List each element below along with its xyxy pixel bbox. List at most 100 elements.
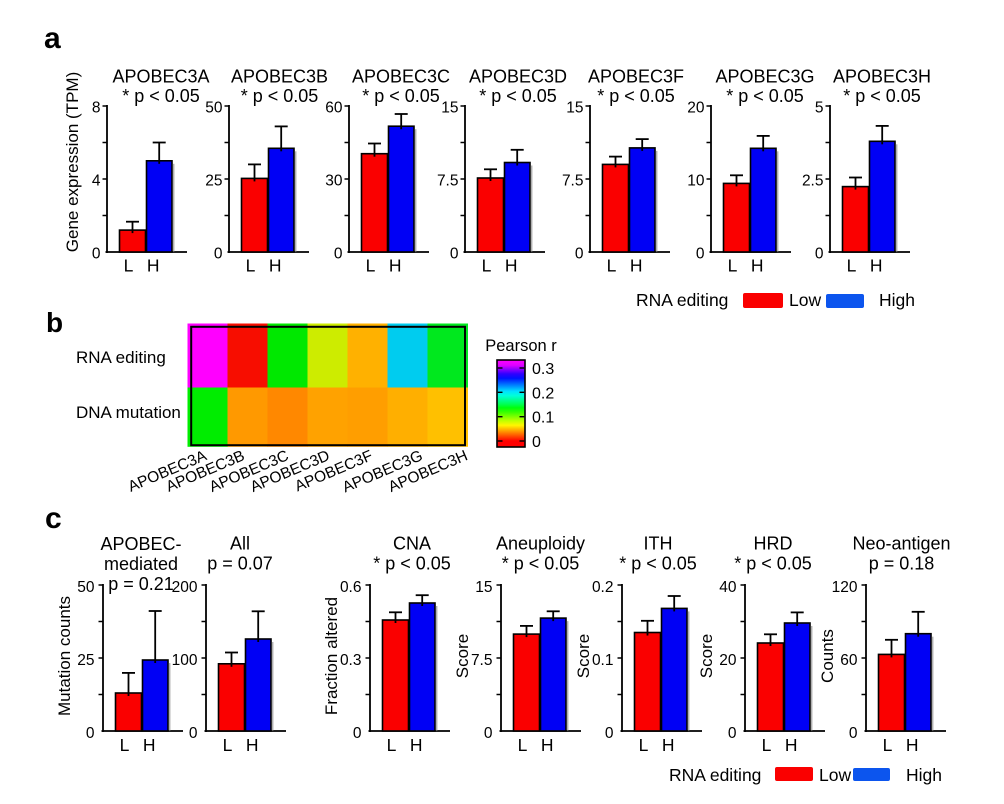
- svg-text:p = 0.07: p = 0.07: [207, 554, 273, 574]
- svg-text:* p < 0.05: * p < 0.05: [241, 86, 319, 106]
- svg-text:0.3: 0.3: [532, 361, 554, 378]
- svg-text:L: L: [366, 256, 376, 276]
- svg-text:0.3: 0.3: [340, 652, 362, 669]
- svg-text:0: 0: [815, 246, 824, 263]
- svg-text:20: 20: [687, 100, 705, 117]
- svg-text:H: H: [751, 256, 764, 276]
- svg-text:L: L: [246, 256, 256, 276]
- svg-text:APOBEC3H: APOBEC3H: [833, 67, 931, 87]
- svg-text:0: 0: [696, 246, 705, 263]
- svg-text:2.5: 2.5: [802, 173, 824, 190]
- svg-text:Score: Score: [453, 634, 472, 678]
- svg-text:0: 0: [92, 246, 101, 263]
- svg-text:7.5: 7.5: [471, 652, 493, 669]
- svg-text:0.2: 0.2: [532, 385, 554, 402]
- svg-text:ITH: ITH: [644, 534, 673, 554]
- svg-text:7.5: 7.5: [562, 173, 584, 190]
- svg-text:H: H: [143, 735, 156, 755]
- svg-text:L: L: [762, 735, 772, 755]
- svg-text:H: H: [662, 735, 675, 755]
- svg-text:0.1: 0.1: [532, 410, 554, 427]
- svg-text:* p < 0.05: * p < 0.05: [597, 86, 675, 106]
- svg-text:0.1: 0.1: [592, 652, 614, 669]
- svg-text:L: L: [518, 735, 528, 755]
- svg-text:10: 10: [687, 173, 705, 190]
- svg-text:APOBEC3F: APOBEC3F: [588, 67, 684, 87]
- svg-text:Fraction altered: Fraction altered: [322, 597, 341, 715]
- svg-text:L: L: [387, 735, 397, 755]
- svg-text:30: 30: [325, 173, 343, 190]
- svg-text:H: H: [147, 256, 160, 276]
- svg-text:0.2: 0.2: [592, 579, 614, 596]
- svg-text:Low: Low: [819, 765, 851, 785]
- svg-text:200: 200: [172, 579, 198, 596]
- svg-text:0: 0: [334, 246, 343, 263]
- svg-text:50: 50: [205, 100, 223, 117]
- svg-text:25: 25: [205, 173, 222, 190]
- svg-text:0: 0: [605, 725, 614, 742]
- svg-text:p = 0.21: p = 0.21: [108, 574, 174, 594]
- svg-text:0: 0: [728, 725, 737, 742]
- svg-text:0: 0: [86, 725, 95, 742]
- svg-text:Aneuploidy: Aneuploidy: [496, 534, 585, 554]
- svg-text:L: L: [639, 735, 649, 755]
- svg-text:5: 5: [815, 100, 824, 117]
- svg-text:* p < 0.05: * p < 0.05: [726, 86, 804, 106]
- svg-text:RNA editing: RNA editing: [669, 765, 761, 785]
- svg-text:120: 120: [832, 579, 858, 596]
- svg-text:RNA editing: RNA editing: [76, 348, 166, 367]
- svg-text:60: 60: [840, 652, 858, 669]
- svg-text:H: H: [410, 735, 423, 755]
- svg-text:0: 0: [353, 725, 362, 742]
- svg-text:DNA mutation: DNA mutation: [76, 403, 181, 422]
- svg-text:L: L: [883, 735, 893, 755]
- svg-text:Neo-antigen: Neo-antigen: [852, 534, 950, 554]
- svg-text:* p < 0.05: * p < 0.05: [362, 86, 440, 106]
- svg-text:H: H: [541, 735, 554, 755]
- svg-text:4: 4: [92, 173, 101, 190]
- svg-text:0: 0: [214, 246, 223, 263]
- svg-text:25: 25: [77, 652, 94, 669]
- svg-text:* p < 0.05: * p < 0.05: [619, 554, 697, 574]
- svg-text:L: L: [728, 256, 738, 276]
- svg-text:L: L: [120, 735, 130, 755]
- svg-text:H: H: [246, 735, 259, 755]
- svg-text:50: 50: [77, 579, 95, 596]
- svg-text:20: 20: [719, 652, 737, 669]
- svg-text:H: H: [906, 735, 919, 755]
- svg-text:High: High: [906, 765, 942, 785]
- svg-text:60: 60: [325, 100, 343, 117]
- svg-text:mediated: mediated: [104, 554, 178, 574]
- svg-text:0: 0: [849, 725, 858, 742]
- svg-text:APOBEC3B: APOBEC3B: [231, 67, 328, 87]
- svg-text:0: 0: [189, 725, 198, 742]
- svg-text:L: L: [482, 256, 492, 276]
- svg-text:8: 8: [92, 100, 101, 117]
- svg-text:H: H: [630, 256, 643, 276]
- svg-text:* p < 0.05: * p < 0.05: [502, 554, 580, 574]
- svg-text:* p < 0.05: * p < 0.05: [734, 554, 812, 574]
- svg-text:15: 15: [566, 100, 583, 117]
- svg-text:RNA editing: RNA editing: [636, 290, 728, 310]
- svg-text:b: b: [46, 307, 63, 338]
- svg-text:* p < 0.05: * p < 0.05: [843, 86, 921, 106]
- svg-text:All: All: [230, 534, 250, 554]
- svg-text:APOBEC3C: APOBEC3C: [352, 67, 450, 87]
- svg-text:H: H: [870, 256, 883, 276]
- svg-text:APOBEC3D: APOBEC3D: [469, 67, 567, 87]
- svg-text:7.5: 7.5: [437, 173, 459, 190]
- svg-text:L: L: [847, 256, 857, 276]
- svg-text:Low: Low: [789, 290, 821, 310]
- svg-text:* p < 0.05: * p < 0.05: [122, 86, 200, 106]
- svg-text:100: 100: [172, 652, 198, 669]
- svg-text:L: L: [223, 735, 233, 755]
- svg-text:* p < 0.05: * p < 0.05: [373, 554, 451, 574]
- svg-text:Counts: Counts: [818, 629, 837, 683]
- svg-text:APOBEC3A: APOBEC3A: [112, 67, 209, 87]
- svg-text:0: 0: [450, 246, 459, 263]
- svg-text:L: L: [607, 256, 617, 276]
- svg-text:* p < 0.05: * p < 0.05: [479, 86, 557, 106]
- svg-text:0: 0: [484, 725, 493, 742]
- svg-text:APOBEC-: APOBEC-: [100, 534, 181, 554]
- svg-text:H: H: [505, 256, 518, 276]
